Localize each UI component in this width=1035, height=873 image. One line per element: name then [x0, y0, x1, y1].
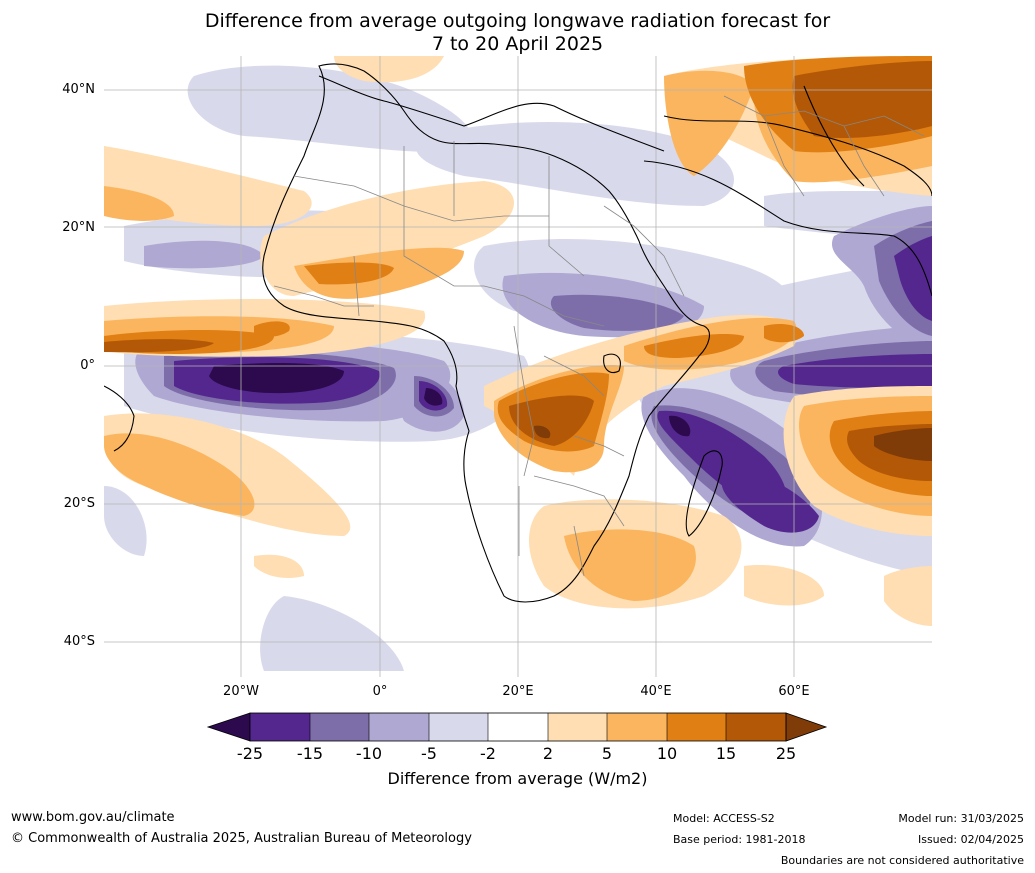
- graticule: [104, 56, 932, 677]
- colorbar-bin-5: [488, 713, 548, 741]
- colorbar-tick-label: 10: [656, 744, 678, 763]
- colorbar-bin-1: [250, 713, 310, 741]
- country-borders: [273, 95, 925, 577]
- colorbar-bin-9: [726, 713, 786, 741]
- colorbar-tick-label: 2: [542, 744, 554, 763]
- footer-copyright: © Commonwealth of Australia 2025, Austra…: [11, 831, 472, 846]
- map-panel: [103, 56, 933, 677]
- lat-label-20s: 20°S: [63, 496, 95, 511]
- footer-model: Model: ACCESS-S2: [673, 812, 775, 825]
- footer-disclaimer: Boundaries are not considered authoritat…: [780, 854, 1024, 867]
- colorbar-tick-label: -2: [480, 744, 496, 763]
- lon-label-20e: 20°E: [502, 684, 534, 699]
- colorbar-frame: [249, 712, 787, 742]
- colorbar-min-arrow: [206, 712, 251, 742]
- footer-model-run: Model run: 31/03/2025: [898, 812, 1024, 825]
- colorbar-tick-label: 15: [715, 744, 737, 763]
- title-line-2: 7 to 20 April 2025: [431, 33, 604, 55]
- colorbar-bin-6: [548, 713, 607, 741]
- colorbar-tick-label: -5: [421, 744, 437, 763]
- colorbar-dividers: [309, 713, 727, 741]
- chart-title: Difference from average outgoing longwav…: [0, 10, 1035, 56]
- colorbar-tick-label: 25: [775, 744, 797, 763]
- footer-url: www.bom.gov.au/climate: [11, 810, 175, 825]
- lon-label-0: 0°: [372, 684, 388, 699]
- colorbar-bin-8: [667, 713, 726, 741]
- lat-label-40n: 40°N: [62, 82, 95, 97]
- lon-label-60e: 60°E: [778, 684, 810, 699]
- lat-label-40s: 40°S: [63, 634, 95, 649]
- colorbar-bin-4: [429, 713, 488, 741]
- colorbar-bin-7: [607, 713, 667, 741]
- lon-label-20w: 20°W: [223, 684, 259, 699]
- title-line-1: Difference from average outgoing longwav…: [204, 10, 831, 32]
- anomaly-fill-above-pos25: [534, 425, 932, 461]
- colorbar-tick-label: -25: [236, 744, 264, 763]
- lat-label-20n: 20°N: [62, 220, 95, 235]
- colorbar-tick-label: 5: [601, 744, 613, 763]
- colorbar: [206, 712, 828, 742]
- anomaly-fill-below-neg25: [209, 363, 691, 437]
- olr-anomaly-map: [103, 56, 933, 677]
- colorbar-bin-3: [369, 713, 429, 741]
- coastlines: [103, 63, 933, 603]
- colorbar-tick-label: -15: [296, 744, 324, 763]
- footer-issued: Issued: 02/04/2025: [917, 833, 1024, 846]
- lat-label-equator: 0°: [80, 358, 95, 373]
- colorbar-title: Difference from average (W/m2): [387, 769, 648, 788]
- colorbar-tick-label: -10: [355, 744, 383, 763]
- colorbar-bin-2: [310, 713, 369, 741]
- colorbar-max-arrow: [785, 712, 828, 742]
- lon-label-40e: 40°E: [640, 684, 672, 699]
- footer-base-period: Base period: 1981-2018: [673, 833, 806, 846]
